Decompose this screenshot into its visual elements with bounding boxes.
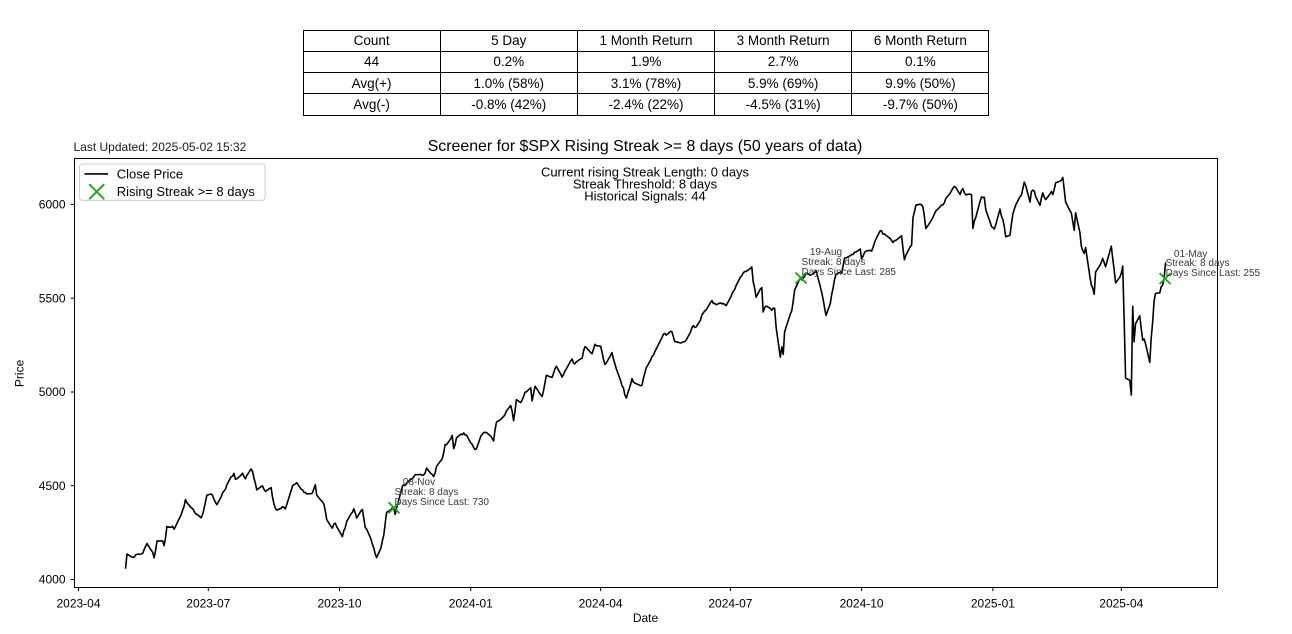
svg-text:2023-04: 2023-04 (56, 597, 100, 611)
svg-text:Last Updated: 2025-05-02 15:32: Last Updated: 2025-05-02 15:32 (74, 140, 247, 154)
svg-text:4500: 4500 (39, 479, 66, 493)
svg-text:2025-04: 2025-04 (1099, 597, 1143, 611)
svg-text:Historical Signals: 44: Historical Signals: 44 (584, 188, 705, 203)
svg-text:5000: 5000 (39, 385, 66, 399)
svg-text:Close Price: Close Price (117, 166, 183, 181)
svg-text:Streak Threshold: 8 days: Streak Threshold: 8 days (573, 176, 718, 191)
svg-text:Price: Price (13, 359, 27, 387)
svg-text:2024-01: 2024-01 (449, 597, 493, 611)
svg-text:Screener for $SPX Rising Strea: Screener for $SPX Rising Streak >= 8 day… (428, 138, 863, 155)
svg-text:2024-07: 2024-07 (708, 597, 752, 611)
svg-text:2025-01: 2025-01 (971, 597, 1015, 611)
svg-text:Current rising Streak Length:: Current rising Streak Length: 0 days (541, 164, 750, 179)
svg-text:Date: Date (633, 611, 659, 625)
svg-text:Rising Streak >= 8 days: Rising Streak >= 8 days (117, 184, 256, 199)
svg-text:2023-07: 2023-07 (186, 597, 230, 611)
svg-text:6000: 6000 (39, 198, 66, 212)
svg-text:2024-10: 2024-10 (840, 597, 884, 611)
svg-text:5500: 5500 (39, 291, 66, 305)
svg-text:4000: 4000 (39, 573, 66, 587)
svg-text:2023-10: 2023-10 (317, 597, 361, 611)
svg-text:2024-04: 2024-04 (579, 597, 623, 611)
